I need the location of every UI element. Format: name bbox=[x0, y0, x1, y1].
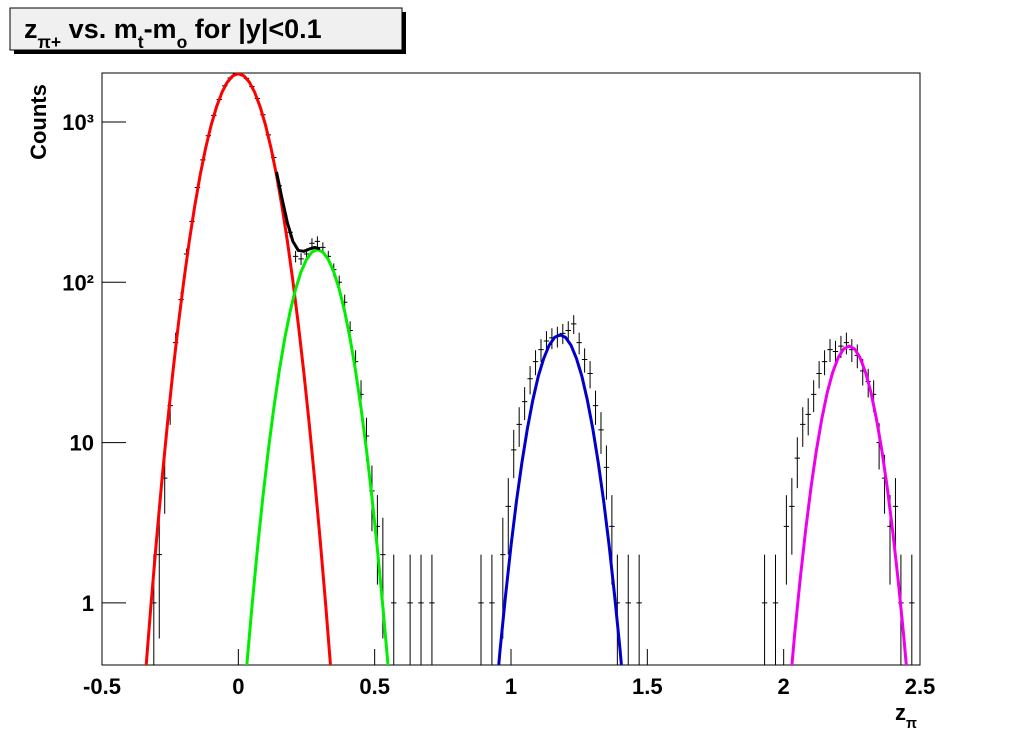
data-point bbox=[505, 478, 511, 555]
data-point bbox=[391, 554, 397, 665]
data-point bbox=[156, 517, 162, 639]
data-point bbox=[794, 437, 800, 489]
text-part: π+ bbox=[38, 32, 62, 52]
y-tick-label: 10² bbox=[62, 270, 94, 295]
text-part: -m bbox=[144, 14, 177, 44]
data-point bbox=[565, 321, 571, 342]
text-part: π bbox=[906, 716, 917, 732]
fit-curve bbox=[144, 73, 332, 665]
data-point bbox=[636, 554, 642, 665]
data-point bbox=[625, 554, 631, 665]
data-point bbox=[761, 554, 768, 665]
data-point bbox=[521, 387, 528, 421]
data-point bbox=[538, 339, 544, 363]
fit-curve bbox=[790, 344, 908, 665]
data-point bbox=[832, 340, 839, 365]
y-tick-label: 10³ bbox=[62, 110, 94, 135]
data-point bbox=[783, 495, 790, 585]
data-point bbox=[429, 554, 435, 665]
data-point bbox=[418, 554, 424, 665]
data-point bbox=[789, 478, 795, 555]
fit-curve bbox=[275, 171, 321, 253]
data-point bbox=[909, 554, 915, 665]
data-point bbox=[298, 253, 304, 265]
y-axis-label: Counts bbox=[26, 84, 51, 160]
text-part: for |y|<0.1 bbox=[187, 14, 321, 44]
data-point bbox=[560, 324, 566, 345]
data-point bbox=[478, 554, 484, 665]
x-tick-label: 0.5 bbox=[359, 674, 390, 699]
text-part: t bbox=[138, 32, 144, 52]
data-point bbox=[527, 366, 533, 395]
x-tick-label: 1 bbox=[505, 674, 517, 699]
data-point bbox=[800, 407, 806, 447]
data-point bbox=[292, 250, 299, 263]
data-point bbox=[576, 332, 582, 355]
data-point bbox=[516, 407, 522, 447]
data-point bbox=[816, 361, 822, 389]
x-tick-label: 0 bbox=[232, 674, 244, 699]
data-point bbox=[571, 315, 577, 334]
data-point bbox=[849, 339, 855, 363]
x-tick-label: 2 bbox=[778, 674, 790, 699]
text-part: z bbox=[24, 14, 38, 44]
text-part: z bbox=[895, 700, 906, 725]
data-point bbox=[843, 332, 850, 355]
data-point bbox=[603, 445, 610, 500]
fit-curve bbox=[245, 248, 390, 665]
data-point bbox=[810, 380, 817, 413]
x-tick-label: 1.5 bbox=[632, 674, 663, 699]
x-tick-label: 2.5 bbox=[905, 674, 936, 699]
plot-frame bbox=[101, 72, 921, 666]
data-point bbox=[511, 429, 517, 479]
x-tick-label: -0.5 bbox=[83, 674, 121, 699]
data-point bbox=[592, 390, 599, 425]
text-part: o bbox=[177, 32, 188, 52]
text-part: vs. m bbox=[61, 14, 138, 44]
data-point bbox=[587, 361, 593, 389]
data-point bbox=[805, 398, 811, 436]
data-point bbox=[892, 478, 899, 555]
y-tick-label: 10 bbox=[70, 431, 94, 456]
x-axis-label: zπ bbox=[895, 700, 917, 732]
chart-title: zπ+ vs. mt-mo for |y|<0.1 bbox=[24, 14, 322, 52]
y-tick-label: 1 bbox=[82, 591, 94, 616]
data-point bbox=[407, 554, 413, 665]
data-point bbox=[598, 412, 604, 454]
data-point bbox=[772, 554, 779, 665]
data-point bbox=[581, 348, 588, 373]
fit-curve bbox=[497, 333, 623, 665]
data-point bbox=[532, 350, 539, 376]
plot-area bbox=[144, 73, 915, 665]
data-point bbox=[821, 350, 828, 376]
data-point bbox=[827, 339, 833, 363]
data-point bbox=[489, 554, 495, 665]
title-box bbox=[9, 7, 403, 51]
data-point bbox=[314, 236, 321, 247]
